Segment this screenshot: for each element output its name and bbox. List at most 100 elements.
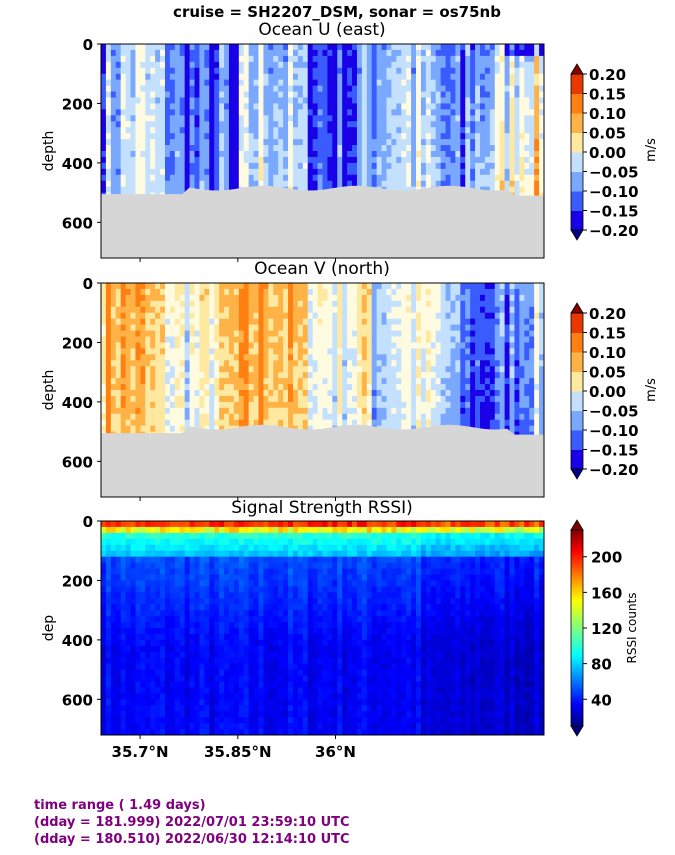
- heatmap-cell: [268, 366, 274, 373]
- heatmap-cell: [288, 395, 294, 403]
- heatmap-cell: [317, 139, 323, 146]
- heatmap-cell: [115, 330, 122, 337]
- heatmap-cell: [484, 79, 491, 87]
- heatmap-cell: [115, 604, 122, 611]
- heatmap-cell: [337, 156, 343, 164]
- heatmap-cell: [455, 139, 461, 146]
- heatmap-cell: [199, 294, 205, 302]
- heatmap-cell: [140, 312, 146, 320]
- heatmap-cell: [509, 139, 515, 146]
- heatmap-cell: [115, 687, 122, 694]
- heatmap-cell: [199, 419, 205, 427]
- heatmap-cell: [194, 168, 200, 176]
- heatmap-cell: [224, 390, 230, 397]
- heatmap-cell: [110, 633, 117, 641]
- heatmap-cell: [317, 306, 323, 314]
- heatmap-cell: [238, 318, 245, 326]
- heatmap-cell: [332, 413, 338, 421]
- heatmap-cell: [470, 61, 476, 69]
- heatmap-cell: [115, 395, 122, 403]
- heatmap-cell: [381, 162, 387, 170]
- heatmap-cell: [396, 79, 402, 87]
- heatmap-cell: [214, 109, 220, 116]
- heatmap-cell: [460, 79, 466, 87]
- heatmap-cell: [184, 366, 191, 373]
- heatmap-cell: [435, 174, 442, 182]
- heatmap-cell: [169, 378, 176, 385]
- heatmap-cell: [317, 145, 323, 152]
- heatmap-cell: [174, 109, 181, 116]
- heatmap-cell: [219, 67, 225, 75]
- heatmap-cell: [263, 97, 269, 104]
- heatmap-cell: [425, 174, 432, 182]
- colorbar-tick-label: −0.20: [589, 222, 639, 240]
- heatmap-cell: [524, 67, 530, 75]
- heatmap-cell: [125, 395, 132, 403]
- heatmap-cell: [224, 127, 230, 134]
- heatmap-cell: [425, 283, 432, 290]
- heatmap-cell: [179, 121, 186, 128]
- heatmap-cell: [440, 61, 447, 69]
- heatmap-cell: [489, 67, 496, 75]
- heatmap-cell: [194, 413, 200, 421]
- heatmap-cell: [194, 139, 200, 146]
- heatmap-cell: [327, 395, 333, 403]
- heatmap-cell: [396, 151, 402, 158]
- heatmap-cell: [534, 97, 540, 104]
- heatmap-cell: [455, 109, 461, 116]
- heatmap-cell: [396, 115, 402, 122]
- heatmap-cell: [445, 342, 451, 349]
- heatmap-cell: [391, 79, 397, 87]
- heatmap-cell: [529, 61, 535, 69]
- heatmap-cell: [342, 306, 348, 314]
- heatmap-cell: [199, 49, 205, 57]
- heatmap-cell: [529, 312, 535, 320]
- heatmap-cell: [110, 681, 117, 688]
- heatmap-cell: [376, 49, 383, 57]
- heatmap-cell: [322, 174, 328, 182]
- heatmap-cell: [105, 663, 112, 671]
- heatmap-cell: [292, 103, 299, 110]
- heatmap-cell: [160, 127, 166, 134]
- heatmap-cell: [169, 174, 176, 182]
- heatmap-cell: [243, 300, 250, 308]
- heatmap-cell: [179, 372, 186, 379]
- heatmap-cell: [440, 342, 447, 349]
- heatmap-cell: [105, 413, 112, 421]
- heatmap-cell: [470, 97, 476, 104]
- heatmap-cell: [401, 186, 407, 194]
- heatmap-cell: [524, 413, 530, 421]
- heatmap-cell: [499, 127, 506, 134]
- heatmap-cell: [376, 360, 383, 367]
- heatmap-cell: [480, 151, 486, 158]
- heatmap-cell: [416, 115, 422, 122]
- heatmap-cell: [366, 401, 373, 409]
- heatmap-cell: [155, 156, 161, 164]
- heatmap-cell: [115, 401, 122, 409]
- heatmap-cell: [406, 61, 412, 69]
- heatmap-cell: [199, 103, 205, 110]
- heatmap-cell: [317, 85, 323, 93]
- heatmap-cell: [219, 145, 225, 152]
- heatmap-cell: [125, 633, 132, 641]
- heatmap-cell: [248, 413, 255, 421]
- heatmap-cell: [425, 180, 432, 188]
- heatmap-cell: [184, 342, 191, 349]
- heatmap-cell: [101, 49, 107, 57]
- heatmap-cell: [455, 49, 461, 57]
- heatmap-cell: [214, 401, 220, 409]
- heatmap-cell: [155, 306, 161, 314]
- heatmap-cell: [233, 283, 240, 290]
- heatmap-cell: [219, 366, 225, 373]
- heatmap-cell: [342, 401, 348, 409]
- heatmap-cell: [386, 306, 392, 314]
- heatmap-cell: [214, 44, 220, 51]
- heatmap-cell: [228, 44, 235, 51]
- heatmap-cell: [135, 306, 141, 314]
- heatmap-cell: [401, 348, 407, 355]
- heatmap-cell: [164, 294, 171, 302]
- heatmap-cell: [283, 162, 289, 170]
- heatmap-cell: [539, 103, 544, 110]
- heatmap-cell: [101, 610, 107, 617]
- heatmap-cell: [248, 407, 255, 415]
